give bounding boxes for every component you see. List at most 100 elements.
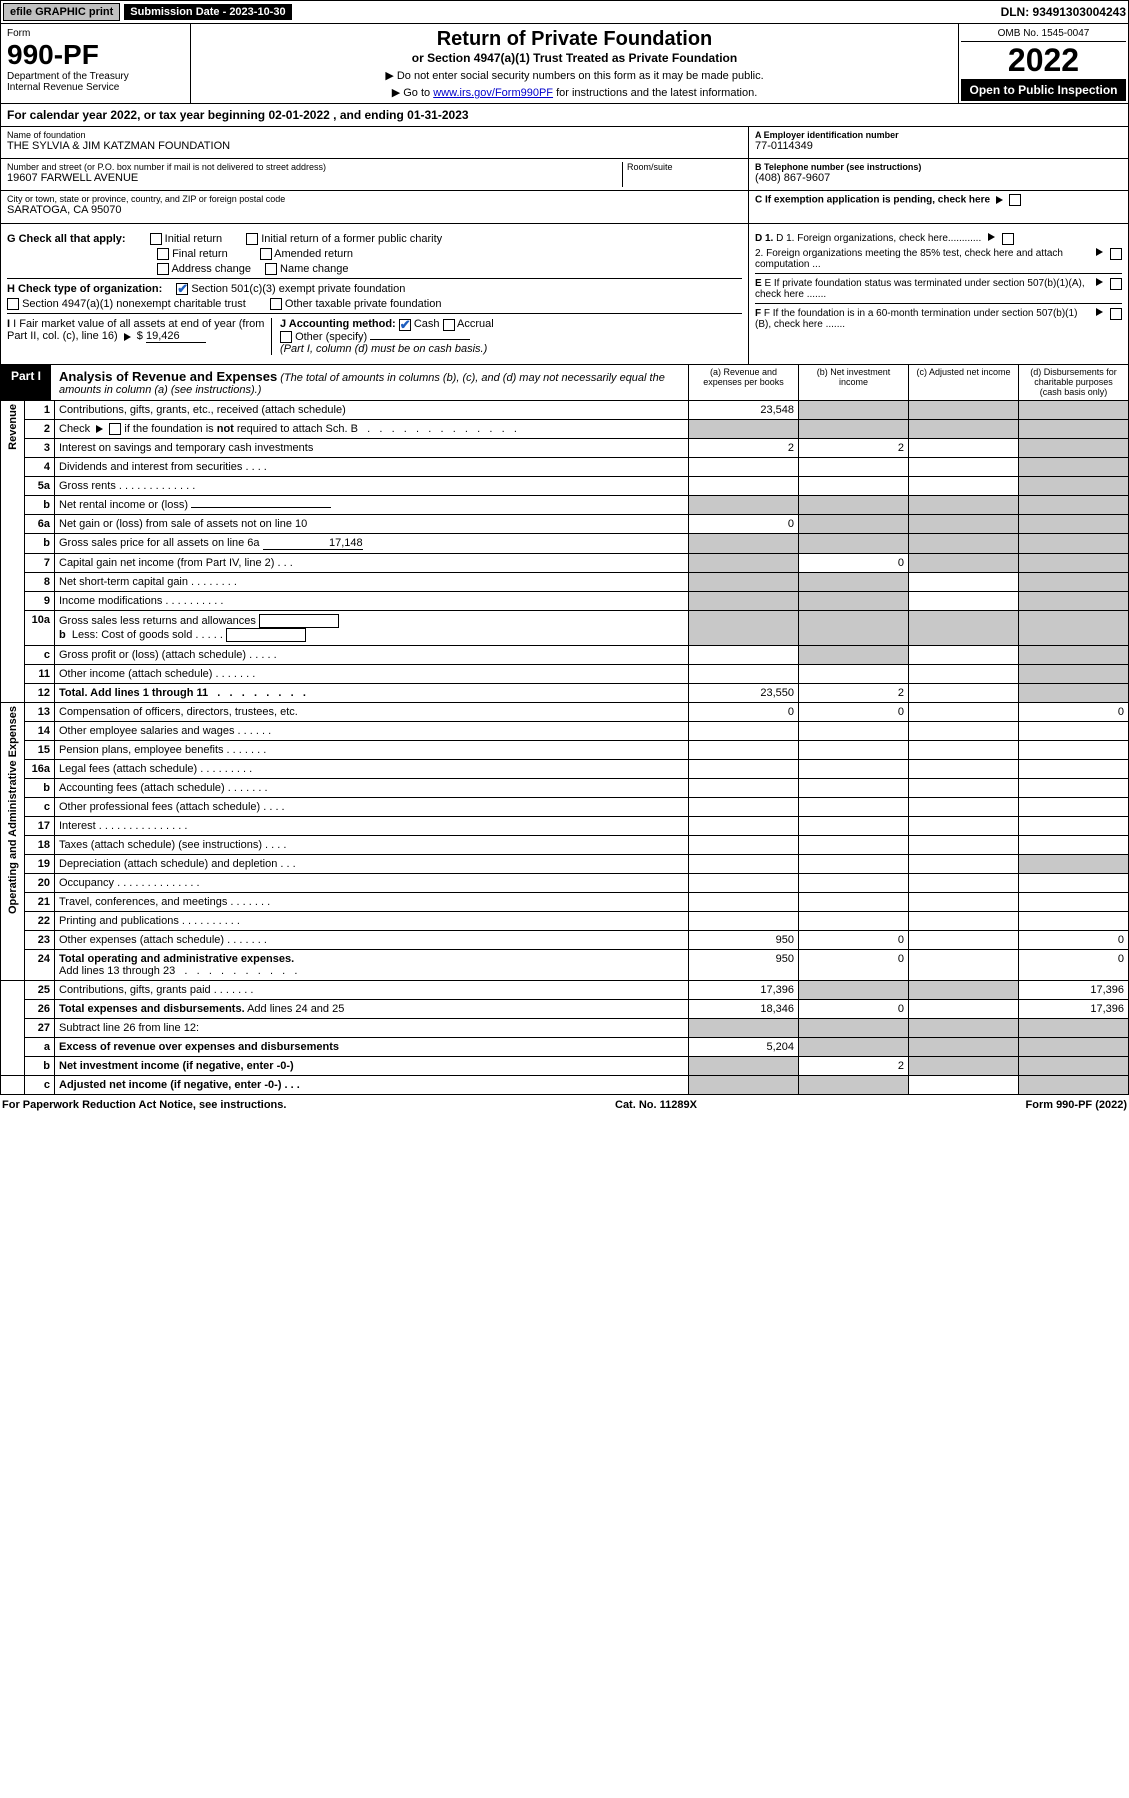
- h3: Other taxable private foundation: [285, 298, 442, 310]
- j3: Other (specify): [295, 331, 367, 343]
- row-num: b: [25, 533, 55, 553]
- goto-prefix: ▶ Go to: [392, 87, 433, 99]
- d2: 2. Foreign organizations meeting the 85%…: [755, 248, 1089, 270]
- row-desc: Total expenses and disbursements. Add li…: [55, 999, 689, 1018]
- row-num: c: [25, 645, 55, 664]
- other-method-checkbox[interactable]: [280, 331, 292, 343]
- table-row: 7 Capital gain net income (from Part IV,…: [1, 553, 1129, 572]
- cat-no: Cat. No. 11289X: [615, 1099, 697, 1111]
- row-desc: Total operating and administrative expen…: [55, 949, 689, 980]
- j2: Accrual: [457, 318, 494, 330]
- foreign-85-checkbox[interactable]: [1110, 248, 1122, 260]
- final-return-checkbox[interactable]: [157, 248, 169, 260]
- row-num: 7: [25, 553, 55, 572]
- fmv-value: 19,426: [146, 330, 206, 343]
- col-c-header: (c) Adjusted net income: [908, 365, 1018, 400]
- accrual-checkbox[interactable]: [443, 319, 455, 331]
- table-row: 24Total operating and administrative exp…: [1, 949, 1129, 980]
- irs: Internal Revenue Service: [7, 82, 184, 93]
- ein-label: A Employer identification number: [755, 130, 1122, 140]
- table-row: 10a Gross sales less returns and allowan…: [1, 610, 1129, 645]
- i-label: I Fair market value of all assets at end…: [7, 318, 264, 342]
- efile-print-button[interactable]: efile GRAPHIC print: [3, 3, 120, 21]
- col-b-header: (b) Net investment income: [798, 365, 908, 400]
- row-a: 23,550: [689, 683, 799, 702]
- omb-number: OMB No. 1545-0047: [961, 26, 1126, 42]
- table-row: 11 Other income (attach schedule) . . . …: [1, 664, 1129, 683]
- table-row: bAccounting fees (attach schedule) . . .…: [1, 778, 1129, 797]
- g1: Initial return: [165, 233, 222, 245]
- part1-title: Analysis of Revenue and Expenses (The to…: [51, 365, 688, 400]
- table-row: 26Total expenses and disbursements. Add …: [1, 999, 1129, 1018]
- table-row: Revenue 1 Contributions, gifts, grants, …: [1, 401, 1129, 420]
- form-link[interactable]: www.irs.gov/Form990PF: [433, 87, 553, 99]
- top-bar: efile GRAPHIC print Submission Date - 20…: [0, 0, 1129, 24]
- row-b: 2: [799, 438, 909, 457]
- row-desc: Gross sales less returns and allowances …: [55, 610, 689, 645]
- foreign-org-checkbox[interactable]: [1002, 233, 1014, 245]
- table-row: 5a Gross rents . . . . . . . . . . . . .: [1, 476, 1129, 495]
- j1: Cash: [414, 318, 440, 330]
- col-d-header: (d) Disbursements for charitable purpose…: [1018, 365, 1128, 400]
- form-subtitle: or Section 4947(a)(1) Trust Treated as P…: [195, 51, 954, 65]
- row-num: 1: [25, 401, 55, 420]
- row-desc: Check if the foundation is not required …: [55, 419, 689, 438]
- row-desc: Contributions, gifts, grants, etc., rece…: [55, 401, 689, 420]
- g2: Initial return of a former public charit…: [261, 233, 442, 245]
- city-row: City or town, state or province, country…: [1, 191, 748, 223]
- part1-table: Revenue 1 Contributions, gifts, grants, …: [0, 401, 1129, 1095]
- g4: Amended return: [274, 248, 353, 260]
- table-row: 23Other expenses (attach schedule) . . .…: [1, 930, 1129, 949]
- row-a: 2: [689, 438, 799, 457]
- row-desc: Gross sales price for all assets on line…: [55, 533, 689, 553]
- row-desc: Total. Add lines 1 through 11 . . . . . …: [55, 683, 689, 702]
- terminated-checkbox[interactable]: [1110, 278, 1122, 290]
- cash-checkbox[interactable]: [399, 319, 411, 331]
- other-taxable-checkbox[interactable]: [270, 298, 282, 310]
- row-num: 11: [25, 664, 55, 683]
- arrow-icon: [1096, 308, 1103, 316]
- row-num: 2: [25, 419, 55, 438]
- check-grid: G Check all that apply: Initial return I…: [0, 224, 1129, 365]
- city-label: City or town, state or province, country…: [7, 194, 742, 204]
- table-row: 12 Total. Add lines 1 through 11 . . . .…: [1, 683, 1129, 702]
- name-change-checkbox[interactable]: [265, 263, 277, 275]
- table-row: 19Depreciation (attach schedule) and dep…: [1, 854, 1129, 873]
- table-row: 4 Dividends and interest from securities…: [1, 457, 1129, 476]
- table-row: 17Interest . . . . . . . . . . . . . . .: [1, 816, 1129, 835]
- table-row: cAdjusted net income (if negative, enter…: [1, 1075, 1129, 1094]
- 501c3-checkbox[interactable]: [176, 283, 188, 295]
- phone-label: B Telephone number (see instructions): [755, 162, 1122, 172]
- row-num: 6a: [25, 514, 55, 533]
- row-num: 5a: [25, 476, 55, 495]
- address-change-checkbox[interactable]: [157, 263, 169, 275]
- j-note: (Part I, column (d) must be on cash basi…: [280, 343, 487, 355]
- table-row: 21Travel, conferences, and meetings . . …: [1, 892, 1129, 911]
- goto-note: ▶ Go to www.irs.gov/Form990PF for instru…: [195, 86, 954, 99]
- initial-return-checkbox[interactable]: [150, 233, 162, 245]
- arrow-icon: [1096, 278, 1103, 286]
- exemption-checkbox[interactable]: [1009, 194, 1021, 206]
- phone-value: (408) 867-9607: [755, 172, 1122, 184]
- table-row: 3 Interest on savings and temporary cash…: [1, 438, 1129, 457]
- row-desc: Gross profit or (loss) (attach schedule)…: [55, 645, 689, 664]
- table-row: 14Other employee salaries and wages . . …: [1, 721, 1129, 740]
- arrow-icon: [996, 196, 1003, 204]
- form-number: 990-PF: [7, 39, 184, 71]
- row-desc: Net gain or (loss) from sale of assets n…: [55, 514, 689, 533]
- 60month-checkbox[interactable]: [1110, 308, 1122, 320]
- 4947-checkbox[interactable]: [7, 298, 19, 310]
- arrow-icon: [124, 333, 131, 341]
- row-desc: Compensation of officers, directors, tru…: [55, 702, 689, 721]
- exemption-row: C If exemption application is pending, c…: [749, 191, 1128, 223]
- open-public: Open to Public Inspection: [961, 79, 1126, 101]
- page-footer: For Paperwork Reduction Act Notice, see …: [0, 1095, 1129, 1115]
- row-num: 10a: [25, 610, 55, 645]
- amended-return-checkbox[interactable]: [260, 248, 272, 260]
- h2: Section 4947(a)(1) nonexempt charitable …: [22, 298, 246, 310]
- former-charity-checkbox[interactable]: [246, 233, 258, 245]
- row-num: 9: [25, 591, 55, 610]
- dept-treasury: Department of the Treasury: [7, 71, 184, 82]
- g-row: G Check all that apply: Initial return I…: [7, 233, 742, 245]
- row-a: 23,548: [689, 401, 799, 420]
